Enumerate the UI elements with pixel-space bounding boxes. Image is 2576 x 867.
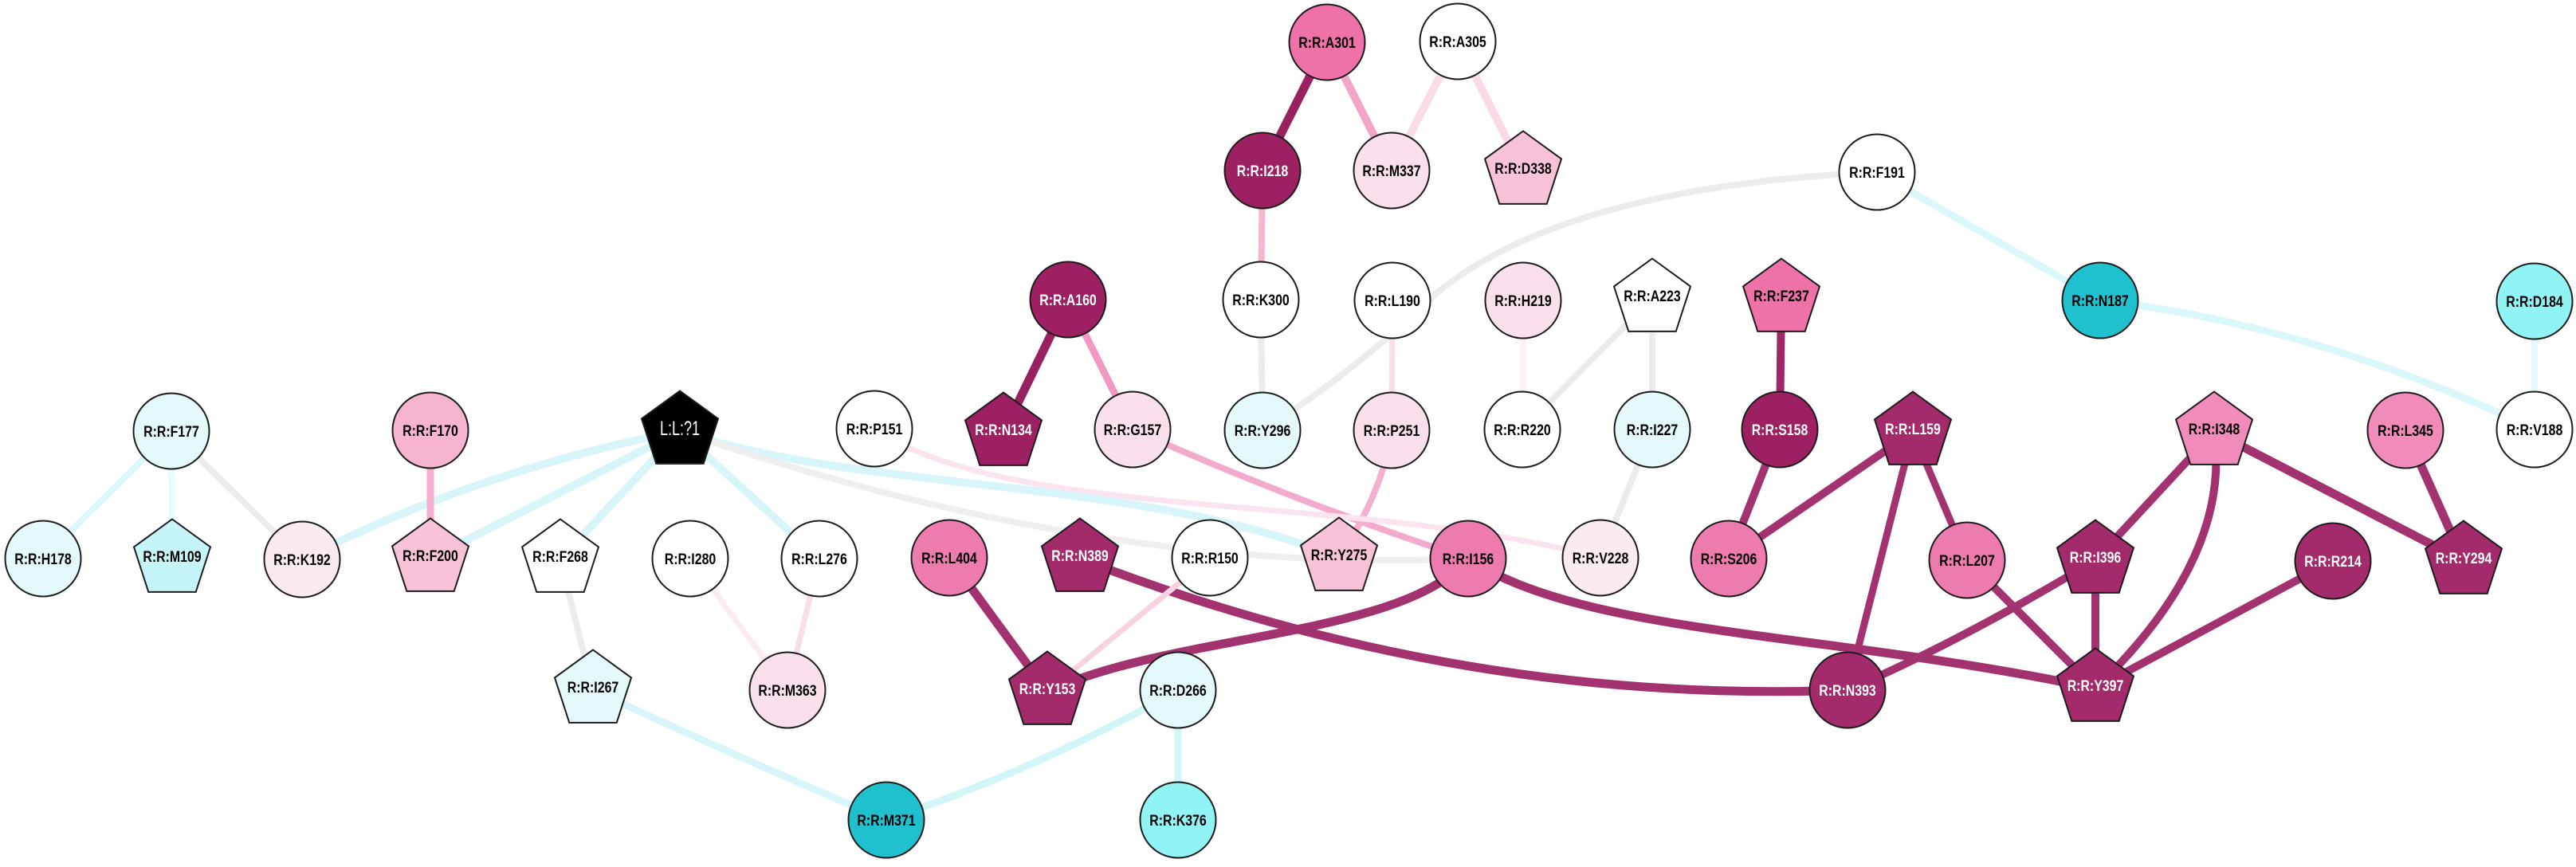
svg-text:R:R:I267: R:R:I267 — [567, 680, 619, 696]
svg-text:R:R:F191: R:R:F191 — [1849, 165, 1905, 182]
svg-text:R:R:V228: R:R:V228 — [1573, 551, 1629, 567]
svg-text:R:R:V188: R:R:V188 — [2507, 422, 2563, 439]
svg-text:R:R:R214: R:R:R214 — [2304, 554, 2362, 571]
svg-text:L:L:?1: L:L:?1 — [660, 418, 700, 440]
svg-text:R:R:F170: R:R:F170 — [402, 423, 458, 440]
svg-text:R:R:S206: R:R:S206 — [1701, 551, 1757, 568]
svg-text:R:R:I156: R:R:I156 — [1443, 551, 1494, 568]
svg-text:R:R:A301: R:R:A301 — [1298, 35, 1356, 52]
svg-text:R:R:I348: R:R:I348 — [2189, 422, 2240, 438]
svg-text:R:R:Y153: R:R:Y153 — [1019, 681, 1076, 698]
svg-text:R:R:H178: R:R:H178 — [14, 551, 72, 568]
svg-text:R:R:P251: R:R:P251 — [1364, 423, 1420, 440]
svg-text:R:R:D338: R:R:D338 — [1494, 161, 1552, 178]
svg-text:R:R:D184: R:R:D184 — [2506, 294, 2563, 311]
svg-text:R:R:Y294: R:R:Y294 — [2436, 551, 2492, 567]
svg-text:R:R:I227: R:R:I227 — [1627, 422, 1679, 439]
svg-text:R:R:I396: R:R:I396 — [2070, 550, 2122, 567]
svg-text:R:R:K300: R:R:K300 — [1232, 292, 1290, 309]
svg-text:R:R:A223: R:R:A223 — [1624, 288, 1681, 305]
svg-text:R:R:G157: R:R:G157 — [1104, 422, 1161, 439]
svg-text:R:R:F200: R:R:F200 — [402, 548, 458, 565]
svg-text:R:R:F237: R:R:F237 — [1753, 288, 1809, 305]
svg-text:R:R:L207: R:R:L207 — [1939, 553, 1995, 570]
svg-text:R:R:Y397: R:R:Y397 — [2067, 678, 2124, 695]
svg-text:R:R:S158: R:R:S158 — [1752, 422, 1808, 439]
svg-text:R:R:N389: R:R:N389 — [1051, 548, 1109, 565]
svg-text:R:R:N187: R:R:N187 — [2071, 293, 2129, 310]
svg-text:R:R:M337: R:R:M337 — [1362, 163, 1420, 180]
svg-text:R:R:R220: R:R:R220 — [1494, 422, 1551, 439]
svg-text:R:R:A305: R:R:A305 — [1429, 34, 1486, 51]
svg-text:R:R:M371: R:R:M371 — [857, 813, 916, 830]
svg-text:R:R:L190: R:R:L190 — [1365, 293, 1420, 310]
svg-text:R:R:M363: R:R:M363 — [758, 683, 816, 700]
svg-text:R:R:H219: R:R:H219 — [1494, 293, 1552, 310]
svg-text:R:R:F177: R:R:F177 — [143, 424, 199, 441]
svg-text:R:R:N134: R:R:N134 — [975, 422, 1032, 439]
svg-text:R:R:N393: R:R:N393 — [1819, 683, 1876, 700]
svg-text:R:R:P151: R:R:P151 — [846, 422, 903, 438]
svg-text:R:R:Y275: R:R:Y275 — [1311, 547, 1368, 564]
svg-text:R:R:L404: R:R:L404 — [921, 551, 977, 567]
svg-text:R:R:D266: R:R:D266 — [1149, 683, 1207, 700]
svg-text:R:R:L159: R:R:L159 — [1885, 422, 1941, 438]
svg-text:R:R:K376: R:R:K376 — [1149, 813, 1207, 830]
svg-text:R:R:K192: R:R:K192 — [273, 552, 331, 569]
svg-text:R:R:Y296: R:R:Y296 — [1235, 423, 1291, 440]
svg-text:R:R:A160: R:R:A160 — [1039, 292, 1097, 309]
svg-text:R:R:I218: R:R:I218 — [1237, 163, 1289, 180]
svg-text:R:R:R150: R:R:R150 — [1181, 551, 1239, 567]
svg-text:R:R:F268: R:R:F268 — [532, 549, 588, 566]
svg-text:R:R:L345: R:R:L345 — [2378, 423, 2433, 440]
svg-text:R:R:I280: R:R:I280 — [665, 551, 717, 568]
svg-text:R:R:M109: R:R:M109 — [143, 549, 201, 566]
svg-text:R:R:L276: R:R:L276 — [791, 551, 847, 568]
